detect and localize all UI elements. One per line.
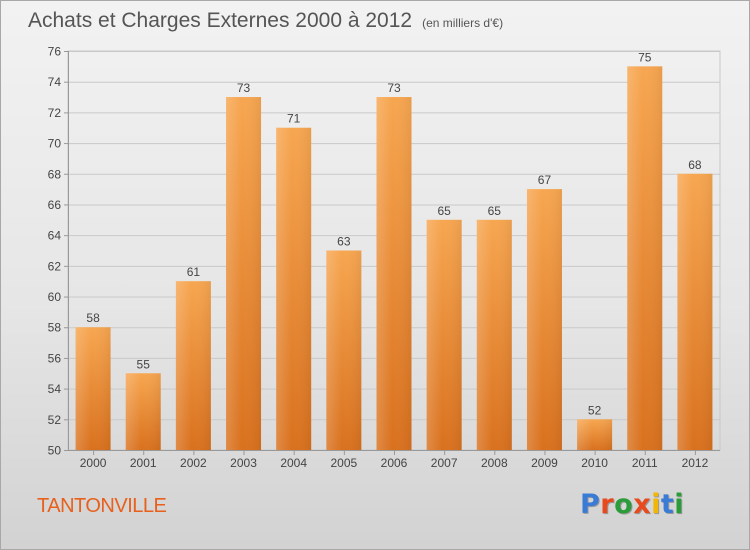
bar-value-label: 55 — [137, 357, 151, 371]
logo-letter: i — [651, 489, 661, 520]
x-tick-label: 2010 — [581, 456, 608, 470]
y-tick-label: 62 — [48, 259, 62, 273]
bar-shine — [226, 97, 262, 451]
y-tick-label: 70 — [48, 137, 62, 151]
bar-value-label: 65 — [437, 204, 451, 218]
bar-value-label: 68 — [688, 158, 702, 172]
y-tick-label: 74 — [48, 75, 62, 89]
y-tick-label: 50 — [48, 444, 62, 458]
x-tick-label: 2000 — [80, 456, 107, 470]
bars: 58 55 61 73 71 63 73 65 65 67 52 75 68 — [75, 50, 713, 451]
logo-letter: r — [600, 489, 615, 520]
bar-shine — [175, 281, 211, 450]
bar-shine — [526, 189, 562, 450]
x-tick-label: 2009 — [531, 456, 558, 470]
bar-value-label: 73 — [237, 81, 251, 95]
bar-shine — [376, 97, 412, 451]
bar-shine — [426, 219, 462, 450]
x-tick-label: 2006 — [381, 456, 408, 470]
y-tick-label: 60 — [48, 290, 62, 304]
x-tick-label: 2008 — [481, 456, 508, 470]
y-tick-label: 64 — [48, 229, 62, 243]
bar-shine — [276, 127, 312, 450]
bar-value-label: 65 — [488, 204, 502, 218]
bar-value-label: 52 — [588, 403, 602, 417]
y-tick-label: 52 — [48, 413, 62, 427]
bar-shine — [75, 327, 111, 450]
bar-shine — [677, 173, 713, 450]
bar-shine — [627, 66, 663, 450]
y-tick-label: 58 — [48, 321, 62, 335]
bar-value-label: 73 — [387, 81, 401, 95]
x-tick-label: 2011 — [632, 456, 658, 470]
logo-letter: t — [660, 489, 675, 520]
y-tick-label: 54 — [48, 382, 62, 396]
bar-value-label: 75 — [638, 50, 652, 64]
bar-shine — [577, 419, 613, 450]
logo-letter: P — [580, 489, 601, 520]
y-tick-label: 72 — [48, 106, 62, 120]
bar-value-label: 61 — [187, 265, 201, 279]
x-tick-label: 2003 — [230, 456, 257, 470]
x-tick-label: 2004 — [280, 456, 307, 470]
logo-letter: x — [633, 489, 652, 520]
axes: 50 52 54 56 58 60 62 64 66 68 70 72 74 76 2000 2001 2002… — [48, 45, 720, 470]
x-tick-label: 2002 — [180, 456, 207, 470]
y-tick-label: 56 — [48, 351, 62, 365]
bar-value-label: 67 — [538, 173, 552, 187]
proxiti-logo[interactable]: Proxiti — [580, 489, 692, 529]
x-tick-label: 2007 — [431, 456, 458, 470]
y-tick-label: 76 — [48, 45, 62, 59]
y-tick-label: 66 — [48, 198, 62, 212]
logo-letter: o — [614, 489, 634, 520]
chart-title-text: Achats et Charges Externes 2000 à 2012 — [28, 9, 413, 32]
y-tick-label: 68 — [48, 167, 62, 181]
bar-shine — [476, 219, 512, 450]
chart-subtitle: (en milliers d'€) — [422, 16, 504, 30]
bar-value-label: 63 — [337, 235, 351, 249]
chart-title: Achats et Charges Externes 2000 à 2012 (e… — [28, 9, 503, 33]
bar-shine — [125, 373, 161, 450]
bar-value-label: 71 — [287, 112, 301, 126]
city-name: TANTONVILLE — [37, 495, 167, 517]
x-tick-label: 2012 — [682, 456, 709, 470]
x-tick-label: 2001 — [130, 456, 157, 470]
bar-value-label: 58 — [86, 311, 100, 325]
logo-letter: i — [674, 489, 685, 520]
x-tick-label: 2005 — [330, 456, 357, 470]
bar-shine — [326, 250, 362, 450]
